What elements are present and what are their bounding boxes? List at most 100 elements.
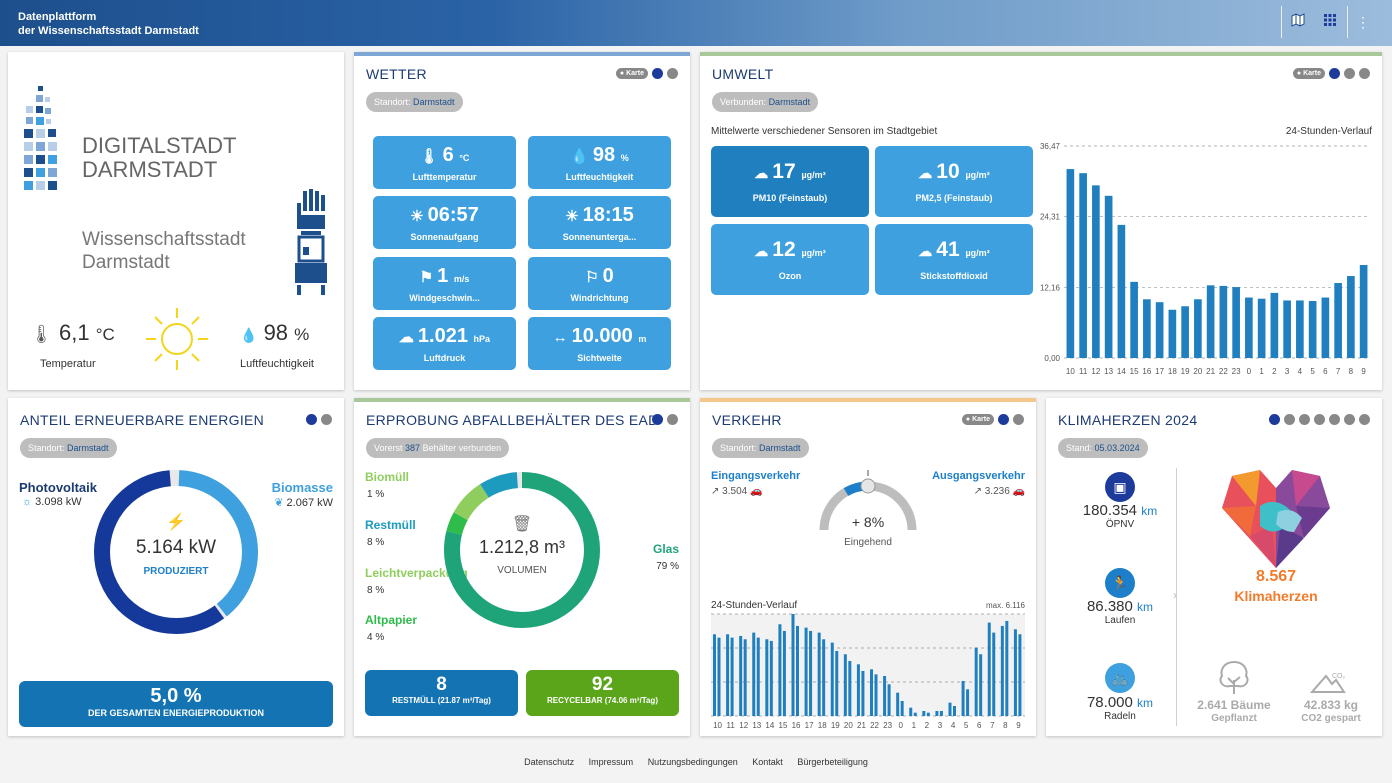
traffic-bar[interactable]	[922, 710, 926, 716]
location-value[interactable]: Darmstadt	[413, 97, 455, 107]
traffic-bar[interactable]	[843, 654, 847, 716]
pager-dot[interactable]	[652, 414, 663, 425]
chart-bar[interactable]	[1066, 169, 1075, 358]
traffic-bar[interactable]	[817, 632, 821, 716]
traffic-bar[interactable]	[809, 630, 813, 716]
traffic-bar[interactable]	[717, 637, 721, 716]
traffic-bar[interactable]	[966, 689, 970, 716]
weather-tile-pressure[interactable]: ☁ 1.021 hPa Luftdruck	[373, 317, 516, 370]
traffic-bar[interactable]	[861, 670, 865, 716]
chart-bar[interactable]	[1104, 195, 1113, 358]
traffic-bar[interactable]	[1013, 629, 1017, 716]
traffic-bar[interactable]	[913, 712, 917, 716]
weather-tile-humidity[interactable]: 💧 98 % Luftfeuchtigkeit	[528, 136, 671, 189]
traffic-bar[interactable]	[743, 639, 747, 716]
chart-bar[interactable]	[1168, 309, 1177, 358]
traffic-bar[interactable]	[1018, 634, 1022, 716]
traffic-bar[interactable]	[726, 634, 730, 716]
traffic-bar[interactable]	[822, 639, 826, 716]
energie-share-box[interactable]: 5,0 % DER GESAMTEN ENERGIEPRODUKTION	[19, 681, 333, 727]
traffic-bar[interactable]	[752, 632, 756, 716]
traffic-bar[interactable]	[730, 637, 734, 716]
pager-dot[interactable]	[667, 68, 678, 79]
weather-tile-wind-direction[interactable]: ⚐ 0 Windrichtung	[528, 257, 671, 310]
map-pin-icon[interactable]: ● Karte	[615, 68, 648, 79]
weather-tile-sunset[interactable]: ☀ 18:15 Sonnenunterga...	[528, 196, 671, 249]
restmuell-box[interactable]: 8 RESTMÜLL (21.87 m³/Tag)	[365, 670, 518, 716]
map-pin-icon[interactable]: ● Karte	[1292, 68, 1325, 79]
footer-link-nutzungsbedingungen[interactable]: Nutzungsbedingungen	[647, 757, 738, 767]
chart-bar[interactable]	[1194, 299, 1202, 358]
traffic-bar[interactable]	[900, 700, 904, 716]
pager-dot[interactable]	[1344, 414, 1355, 425]
pager-dot[interactable]	[1359, 68, 1370, 79]
weather-tile-sunrise[interactable]: ☀ 06:57 Sonnenaufgang	[373, 196, 516, 249]
traffic-bar[interactable]	[791, 614, 795, 716]
chart-bar[interactable]	[1257, 298, 1266, 358]
pager-dot[interactable]	[1013, 414, 1024, 425]
traffic-bar[interactable]	[804, 627, 808, 716]
chart-bar[interactable]	[1206, 285, 1215, 358]
traffic-bar[interactable]	[874, 674, 878, 716]
chart-bar[interactable]	[1232, 287, 1240, 358]
traffic-bar[interactable]	[896, 692, 900, 716]
pager-dot[interactable]	[1314, 414, 1325, 425]
location-value[interactable]: Darmstadt	[67, 443, 109, 453]
traffic-bar[interactable]	[926, 712, 930, 716]
traffic-bar[interactable]	[756, 637, 760, 716]
traffic-bar[interactable]	[835, 650, 839, 716]
chart-bar[interactable]	[1347, 276, 1355, 358]
chart-bar[interactable]	[1308, 301, 1317, 358]
pager-dot[interactable]	[1299, 414, 1310, 425]
traffic-bar[interactable]	[948, 702, 952, 716]
chart-bar[interactable]	[1296, 300, 1304, 358]
chart-bar[interactable]	[1334, 283, 1342, 358]
traffic-bar[interactable]	[830, 642, 834, 716]
pager-dot[interactable]	[1269, 414, 1280, 425]
pager-dot[interactable]	[1284, 414, 1295, 425]
pager-dot[interactable]	[306, 414, 317, 425]
traffic-bar[interactable]	[1005, 620, 1009, 716]
traffic-bar[interactable]	[935, 710, 939, 716]
traffic-bar[interactable]	[909, 707, 913, 716]
sensor-tile-pm10[interactable]: ☁ 17 µg/m³ PM10 (Feinstaub)	[711, 146, 869, 217]
chart-bar[interactable]	[1245, 297, 1253, 358]
sensor-tile-ozone[interactable]: ☁ 12 µg/m³ Ozon	[711, 224, 869, 295]
grid-icon[interactable]	[1316, 8, 1344, 36]
chart-bar[interactable]	[1130, 281, 1138, 358]
traffic-bar[interactable]	[782, 630, 786, 716]
recycelbar-box[interactable]: 92 RECYCELBAR (74.06 m³/Tag)	[526, 670, 679, 716]
pager-dot[interactable]	[667, 414, 678, 425]
chart-bar[interactable]	[1092, 185, 1100, 358]
traffic-bar[interactable]	[1000, 625, 1004, 716]
traffic-bar[interactable]	[765, 639, 769, 716]
traffic-bar[interactable]	[796, 625, 799, 716]
traffic-bar[interactable]	[769, 640, 773, 716]
chart-bar[interactable]	[1270, 292, 1279, 358]
traffic-bar[interactable]	[778, 624, 782, 716]
traffic-bar[interactable]	[887, 684, 891, 716]
traffic-bar[interactable]	[992, 632, 996, 716]
pager-dot[interactable]	[1329, 414, 1340, 425]
sensor-tile-no2[interactable]: ☁ 41 µg/m³ Stickstoffdioxid	[875, 224, 1033, 295]
more-vertical-icon[interactable]: ⋮	[1356, 14, 1370, 30]
traffic-bar[interactable]	[848, 660, 852, 716]
traffic-bar[interactable]	[953, 705, 956, 716]
pager-dot[interactable]	[1329, 68, 1340, 79]
traffic-bar[interactable]	[939, 710, 943, 716]
traffic-bar[interactable]	[987, 622, 991, 716]
chart-bar[interactable]	[1321, 297, 1330, 358]
map-pin-icon[interactable]: ● Karte	[961, 414, 994, 425]
traffic-bar[interactable]	[739, 635, 743, 716]
weather-tile-wind-speed[interactable]: ⚑ 1 m/s Windgeschwin...	[373, 257, 516, 310]
traffic-bar[interactable]	[713, 634, 716, 716]
traffic-bar[interactable]	[856, 664, 860, 716]
pager-dot[interactable]	[321, 414, 332, 425]
weather-tile-temperature[interactable]: 🌡 6 °C Lufttemperatur	[373, 136, 516, 189]
map-icon[interactable]	[1284, 8, 1312, 36]
platform-title[interactable]: Datenplattform der Wissenschaftsstadt Da…	[18, 10, 199, 38]
weather-tile-visibility[interactable]: ↔ 10.000 m Sichtweite	[528, 317, 671, 370]
footer-link-kontakt[interactable]: Kontakt	[752, 757, 783, 767]
pager-dot[interactable]	[652, 68, 663, 79]
pager-dot[interactable]	[1359, 414, 1370, 425]
